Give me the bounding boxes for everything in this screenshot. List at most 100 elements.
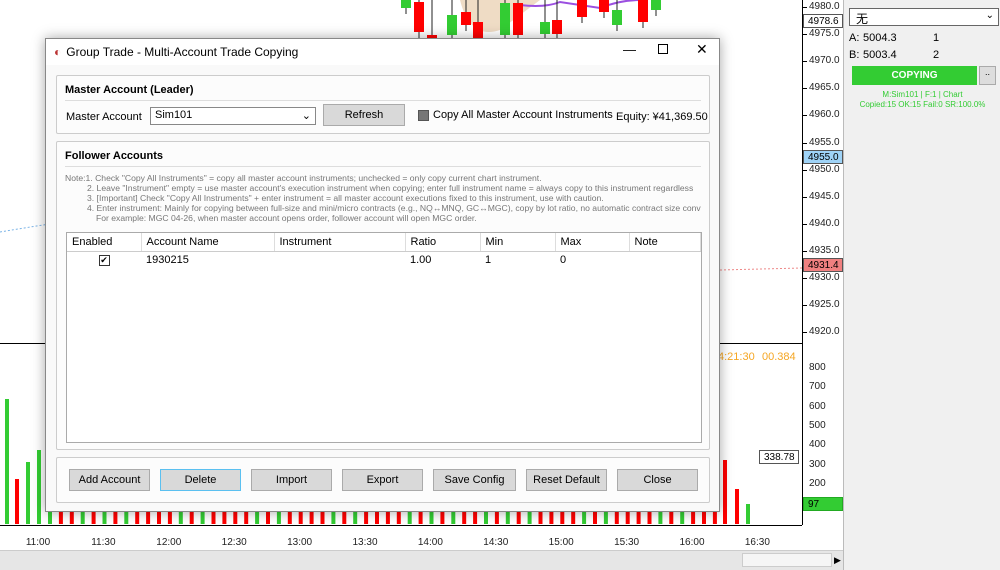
candle [599, 0, 609, 12]
volume-bar [451, 511, 456, 524]
volume-bar [331, 511, 336, 524]
axis-tick [803, 142, 807, 144]
export-button[interactable]: Export [342, 469, 423, 491]
horizontal-scrollbar[interactable]: ▶ [0, 550, 843, 570]
volume-bar [484, 511, 488, 524]
note-line: Note:1. Check "Copy All Instruments" = c… [65, 173, 542, 183]
delete-button[interactable]: Delete [160, 469, 241, 491]
account-select[interactable]: 无 ⌄ [849, 8, 999, 26]
col-ratio[interactable]: Ratio [405, 233, 481, 252]
volume-bar [222, 511, 227, 524]
volume-bar [266, 511, 270, 524]
axis-tick [803, 115, 807, 117]
price-label: 4925.0 [809, 299, 840, 311]
copy-status-line2: Copied:15 OK:15 Fail:0 SR:100.0% [859, 100, 986, 109]
time-axis[interactable]: 11:00 11:30 12:00 12:30 13:00 13:30 14:00 14:30… [0, 525, 802, 550]
col-max[interactable]: Max [555, 233, 630, 252]
volume-bar [200, 511, 205, 524]
copy-status-line1: M:Sim101 | F:1 | Chart [882, 90, 963, 99]
candle [638, 0, 648, 22]
candle-wick [431, 0, 433, 44]
volume-bar [255, 511, 260, 524]
col-min[interactable]: Min [480, 233, 556, 252]
copying-button[interactable]: COPYING [852, 66, 977, 85]
volume-bar [658, 511, 663, 524]
group-trade-dialog: ◐ Group Trade - Multi-Account Trade Copy… [45, 38, 720, 512]
price-label: 4950.0 [809, 163, 840, 175]
cell-max[interactable]: 0 [560, 253, 567, 266]
col-note[interactable]: Note [629, 233, 701, 252]
close-button[interactable]: Close [617, 469, 698, 491]
save-config-button[interactable]: Save Config [433, 469, 516, 491]
volume-label: 700 [809, 381, 826, 393]
cell-note[interactable] [629, 251, 701, 268]
cell-min[interactable]: 1 [485, 253, 492, 266]
follower-notes: Note:1. Check "Copy All Instruments" = c… [65, 173, 701, 223]
minimize-icon[interactable]: — [623, 42, 636, 57]
volume-bar [396, 511, 401, 524]
price-axis[interactable]: 4978.6 4955.0 4931.4 338.78 97 4980.0 497… [759, 0, 843, 525]
volume-bar [167, 511, 172, 524]
master-account-select[interactable]: Sim101 ⌄ [150, 107, 316, 125]
candle [577, 0, 587, 17]
account-select-value: 无 [856, 12, 869, 26]
volume-bar [353, 511, 358, 524]
volume-green-tag: 97 [803, 497, 843, 511]
scroll-right-arrow-icon[interactable]: ▶ [834, 555, 841, 565]
close-icon[interactable]: ✕ [696, 41, 708, 57]
dialog-title-bar[interactable]: ◐ Group Trade - Multi-Account Trade Copy… [46, 39, 719, 65]
table-row[interactable]: ✔ 1930215 1.00 1 0 [67, 251, 701, 268]
volume-bar [462, 511, 467, 524]
volume-bar [549, 511, 554, 524]
volume-bar [37, 450, 41, 524]
volume-bar [723, 460, 727, 524]
reset-default-button[interactable]: Reset Default [526, 469, 607, 491]
volume-bar [560, 511, 565, 524]
candle [473, 22, 483, 42]
maximize-icon[interactable] [658, 44, 668, 54]
price-label: 4965.0 [809, 82, 840, 94]
ask-size: 1 [933, 32, 940, 44]
axis-tick [803, 61, 807, 63]
cell-instrument[interactable] [274, 251, 405, 268]
volume-bar [669, 511, 674, 524]
volume-label: 600 [809, 400, 826, 412]
volume-bar [516, 511, 521, 524]
follower-group-title: Follower Accounts [65, 150, 163, 162]
current-price-tag: 4978.6 [803, 14, 843, 28]
candle [414, 2, 424, 32]
add-account-button[interactable]: Add Account [69, 469, 150, 491]
price-label: 4930.0 [809, 272, 840, 283]
volume-bar [146, 511, 151, 524]
candle [401, 0, 411, 8]
more-button[interactable]: .. [979, 66, 996, 85]
time-label: 11:00 [25, 537, 51, 548]
price-label: 4940.0 [809, 217, 840, 229]
chart-trader-panel: 无 ⌄ A: 5004.3 1 B: 5003.4 2 COPYING .. M… [843, 0, 1000, 570]
col-account-name[interactable]: Account Name [141, 233, 275, 252]
master-account-group: Master Account (Leader) Master Account S… [56, 75, 710, 134]
volume-bar [375, 511, 379, 524]
col-instrument[interactable]: Instrument [274, 233, 406, 252]
time-label: 13:30 [352, 537, 378, 548]
volume-bar [15, 479, 19, 524]
price-label: 4970.0 [809, 55, 840, 67]
cell-account[interactable]: 1930215 [146, 253, 189, 266]
volume-bar [211, 511, 216, 524]
candle [612, 10, 622, 25]
time-label: 15:00 [548, 537, 574, 548]
volume-bar [407, 511, 412, 524]
candle-wick [544, 0, 546, 40]
copy-all-checkbox[interactable] [418, 110, 429, 121]
price-label: 4955.0 [809, 136, 840, 148]
enabled-checkbox[interactable]: ✔ [98, 254, 110, 266]
cell-ratio[interactable]: 1.00 [410, 253, 432, 266]
chevron-down-icon: ⌄ [301, 110, 311, 122]
refresh-button[interactable]: Refresh [323, 104, 405, 126]
time-label: 13:00 [287, 537, 313, 548]
import-button[interactable]: Import [251, 469, 332, 491]
col-enabled[interactable]: Enabled [67, 233, 142, 252]
scrollbar-thumb[interactable] [742, 553, 832, 567]
note-line: For example: MGC 04-26, when master acco… [96, 213, 477, 223]
follower-table[interactable]: Enabled Account Name Instrument Ratio Mi… [66, 232, 702, 443]
